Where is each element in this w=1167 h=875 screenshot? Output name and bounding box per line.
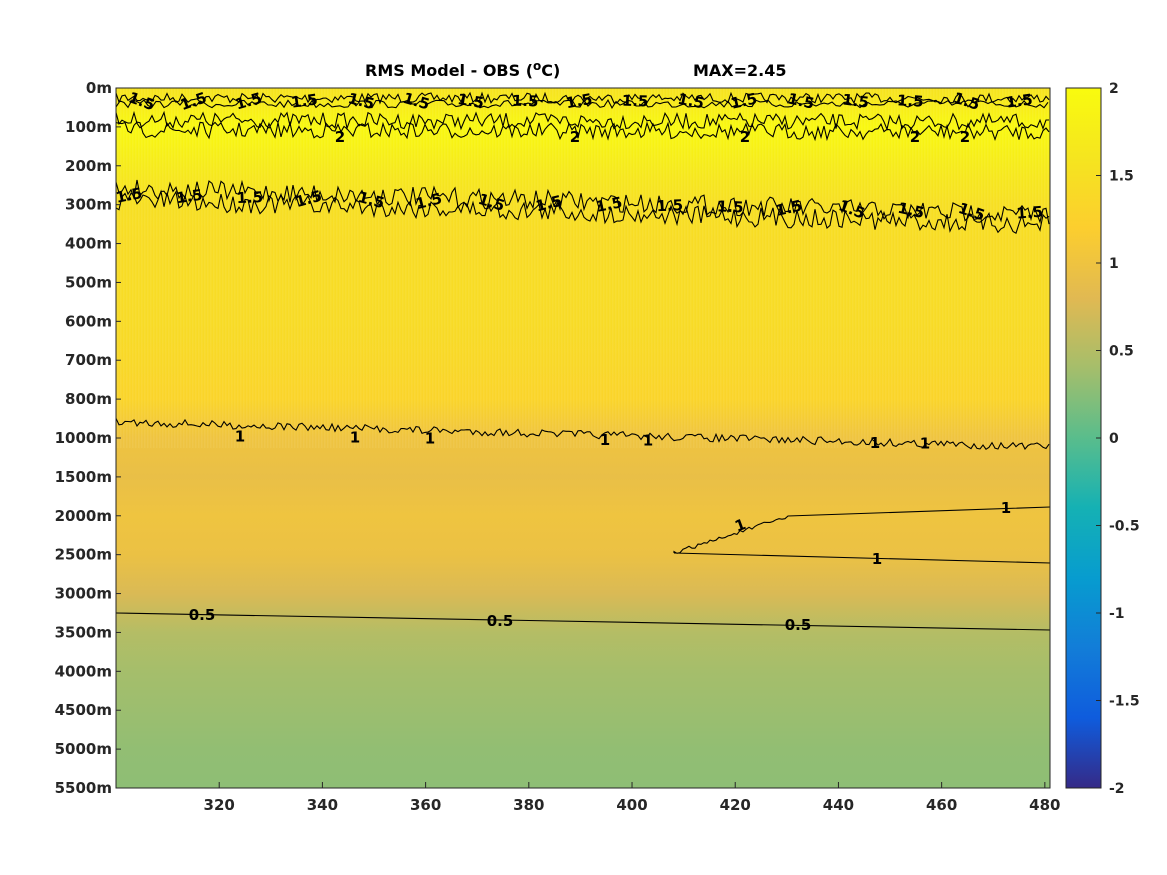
y-tick-label: 600m — [65, 312, 112, 330]
y-tick-label: 800m — [65, 390, 112, 408]
colorbar: 2 1.5 1 0.5 0 -0.5 -1 -1.5 -2 — [1065, 81, 1140, 797]
x-tick-label: 400 — [616, 796, 647, 814]
colorbar-tick-label: 0.5 — [1109, 344, 1134, 360]
contour-label-1-5-deep: 1.5 — [1016, 203, 1044, 223]
contour-label-1-5: 1.5 — [290, 90, 319, 111]
contour-1-lens — [673, 506, 1050, 564]
contour-label-1-5: 1.5 — [729, 89, 759, 112]
y-tick-label: 200m — [65, 157, 112, 175]
contour-label-1: 1 — [425, 429, 435, 447]
contour-2-upper — [116, 110, 1049, 132]
contour-1-5-surface-b — [116, 98, 1049, 110]
contour-label-1: 1 — [920, 435, 930, 453]
y-tick-label: 300m — [65, 196, 112, 214]
x-tick-label: 460 — [926, 796, 957, 814]
y-tick-label: 1500m — [55, 468, 112, 486]
contour-label-1-lens: 1 — [1001, 499, 1011, 517]
y-tick-label: 4500m — [55, 701, 112, 719]
contour-label-1-5: 1.5 — [346, 89, 376, 113]
colorbar-tick-label: 1.5 — [1109, 169, 1134, 185]
x-tick-label: 340 — [307, 796, 338, 814]
contour-label-1-5: 1.5 — [786, 89, 816, 112]
y-tick-label: 2000m — [55, 507, 112, 525]
y-tick-label: 4000m — [55, 662, 112, 680]
y-axis: 0m 100m 200m 300m 400m 500m 600m 700m 800m 1000m 1… — [55, 79, 121, 797]
contour-label-1-5-deep: 1.5 — [774, 196, 804, 219]
x-tick-label: 440 — [823, 796, 854, 814]
y-tick-label: 0m — [86, 79, 112, 97]
chart-title: RMS Model - OBS (oC) MAX=2.45 — [365, 59, 787, 80]
contour-label-2: 2 — [570, 128, 580, 146]
contour-2-lower — [116, 120, 1050, 142]
contour-label-1: 1 — [643, 432, 653, 450]
heatmap-texture — [116, 88, 1050, 448]
contour-lines — [116, 91, 1050, 631]
colorbar-tick-label: 0 — [1109, 431, 1119, 447]
contour-label-1-5: 1.5 — [564, 90, 593, 113]
contour-label-1-5: 1.5 — [1005, 90, 1034, 111]
contour-label-2: 2 — [335, 128, 345, 146]
x-tick-label: 480 — [1029, 796, 1060, 814]
y-tick-label: 5000m — [55, 740, 112, 758]
y-tick-label: 500m — [65, 273, 112, 291]
colorbar-gradient — [1065, 87, 1102, 789]
contour-label-1-5-deep: 1.5 — [594, 193, 624, 216]
colorbar-tick-label: -1.5 — [1109, 694, 1140, 710]
contour-label-0-5: 0.5 — [487, 612, 514, 630]
contour-label-1-5-deep: 1.5 — [656, 196, 683, 215]
contour-label-0-5: 0.5 — [189, 606, 216, 624]
contour-label-1-5: 1.5 — [512, 92, 539, 111]
contour-label-1-5-deep: 1.5 — [896, 199, 926, 222]
contour-label-2: 2 — [740, 128, 750, 146]
title-text: RMS Model - OBS (oC) — [365, 59, 560, 80]
x-tick-label: 320 — [204, 796, 235, 814]
contour-label-0-5: 0.5 — [785, 616, 812, 634]
colorbar-tick-label: -1 — [1109, 606, 1125, 622]
max-label: MAX=2.45 — [693, 61, 787, 80]
contour-label-1-5: 1.5 — [841, 90, 870, 111]
colorbar-tick-label: 1 — [1109, 256, 1119, 272]
contour-label-1: 1 — [235, 427, 245, 445]
y-tick-label: 3500m — [55, 623, 112, 641]
contour-label-1-5: 1.5 — [456, 90, 485, 112]
contour-1-5-deep-b — [116, 189, 1050, 235]
contour-1-main — [116, 418, 1050, 450]
y-tick-label: 5500m — [55, 779, 112, 797]
contour-label-1: 1 — [870, 434, 880, 452]
contour-label-1-5: 1.5 — [622, 92, 649, 111]
y-tick-label: 2500m — [55, 546, 112, 564]
colorbar-tick-label: 2 — [1109, 81, 1119, 97]
y-tick-label: 400m — [65, 235, 112, 253]
y-tick-label: 700m — [65, 351, 112, 369]
x-tick-label: 380 — [513, 796, 544, 814]
contour-label-1: 1 — [600, 431, 610, 449]
colorbar-tick-label: -0.5 — [1109, 519, 1140, 535]
y-tick-label: 1000m — [55, 429, 112, 447]
contour-label-1-lens: 1 — [872, 550, 882, 568]
contour-label-2: 2 — [910, 128, 920, 146]
x-tick-label: 420 — [720, 796, 751, 814]
x-axis: 320 340 360 380 400 420 440 460 480 — [204, 782, 1060, 814]
y-tick-label: 3000m — [55, 585, 112, 603]
contour-label-1-5: 1.5 — [676, 90, 706, 113]
contour-label-1-5: 1.5 — [897, 91, 925, 110]
contour-label-2: 2 — [960, 128, 970, 146]
y-tick-label: 100m — [65, 118, 112, 136]
colorbar-ticks: 2 1.5 1 0.5 0 -0.5 -1 -1.5 -2 — [1096, 81, 1140, 797]
contour-1-5-deep — [116, 179, 1050, 225]
contour-label-1-5-deep: 1.5 — [717, 197, 744, 216]
plot-area: 1.5 1.5 1.5 1.5 1.5 1.5 1.5 1.5 1.5 1.5 1.5 1.5 1.5 1… — [114, 87, 1051, 789]
contour-label-1-5-deep: 1.5 — [414, 189, 444, 213]
contour-label-1: 1 — [350, 429, 360, 447]
x-tick-label: 360 — [410, 796, 441, 814]
colorbar-tick-label: -2 — [1109, 781, 1125, 797]
contour-label-1-5-deep: 1.5 — [114, 184, 144, 207]
contour-label-1-5-deep: 1.5 — [534, 192, 564, 216]
contour-label-1-5-deep: 1.5 — [236, 188, 263, 207]
contour-label-1-5-deep: 1.5 — [175, 186, 204, 207]
